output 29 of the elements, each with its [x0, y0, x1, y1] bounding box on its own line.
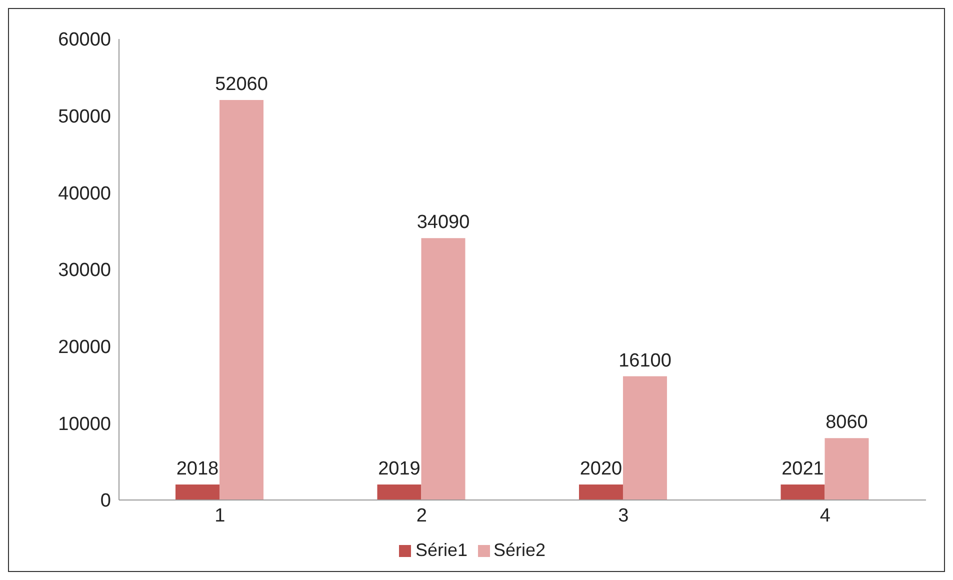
y-tick-label: 50000 [58, 106, 111, 128]
data-label: 2020 [580, 458, 622, 480]
legend-label: Série1 [415, 540, 468, 560]
data-label: 8060 [826, 412, 868, 434]
legend-label: Série2 [494, 540, 546, 560]
bar [622, 376, 667, 500]
data-label: 52060 [215, 74, 268, 96]
x-tick-label: 3 [618, 505, 629, 526]
y-tick-label: 20000 [58, 337, 111, 358]
bar [377, 484, 422, 500]
y-tick-label: 10000 [58, 414, 111, 435]
y-tick-label: 40000 [58, 183, 111, 204]
x-tick-label: 2 [416, 505, 427, 526]
bar [824, 438, 869, 500]
data-label: 2021 [782, 458, 824, 480]
data-label: 16100 [618, 350, 672, 372]
y-tick-label: 0 [100, 490, 111, 512]
data-label: 34090 [416, 212, 470, 234]
y-tick-label: 30000 [58, 260, 111, 282]
y-tick-label: 60000 [58, 30, 111, 51]
x-tick-label: 1 [214, 505, 226, 526]
bar [421, 238, 466, 500]
bar [175, 484, 220, 500]
data-label: 2019 [378, 458, 420, 480]
bar [219, 100, 264, 500]
bar [780, 484, 825, 500]
bar [578, 484, 623, 500]
x-tick-label: 4 [820, 505, 831, 526]
data-label: 2018 [176, 458, 219, 480]
